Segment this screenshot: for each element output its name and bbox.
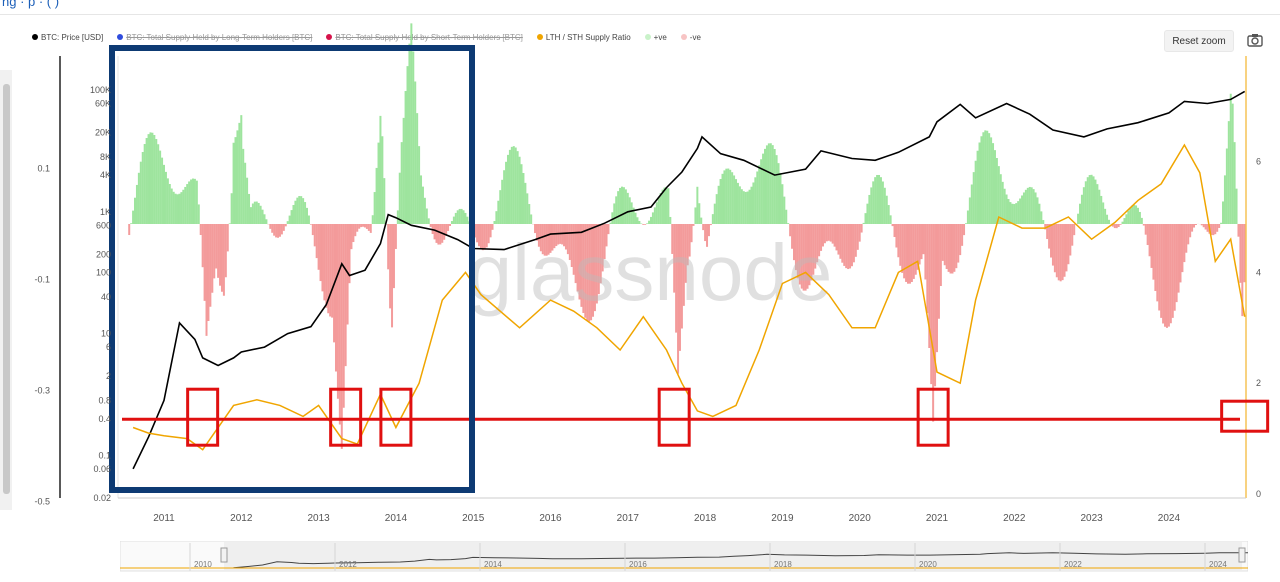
camera-icon[interactable]	[1246, 31, 1264, 49]
chart-legend: BTC: Price [USD] BTC: Total Supply Held …	[32, 30, 701, 44]
navigator-tick-label: 2012	[339, 560, 357, 569]
price-tick-label: 0.06	[93, 464, 111, 474]
legend-dot-ratio	[536, 34, 543, 40]
x-tick-label: 2020	[849, 513, 872, 524]
right-tick-label: 6	[1256, 157, 1261, 167]
price-tick-label: 0.1	[98, 450, 111, 460]
legend-item-negative[interactable]: -ve	[680, 32, 701, 42]
left-tick-label: -0.5	[34, 497, 50, 507]
range-navigator[interactable]: 2010 2012 2014 2016 2018 2020 2022 2024	[120, 541, 1248, 573]
price-tick-label: 0.4	[98, 414, 111, 424]
left-tick-label: -0.3	[34, 386, 50, 396]
highlight-box	[916, 387, 950, 447]
annotations	[109, 45, 1270, 493]
x-tick-label: 2021	[926, 513, 949, 524]
price-tick-label: 100K	[90, 85, 111, 95]
legend-item-positive[interactable]: +ve	[644, 32, 667, 42]
top-bar: ng · p · ( )	[0, 0, 1280, 15]
x-tick-label: 2022	[1003, 513, 1026, 524]
navigator-tick-label: 2010	[194, 560, 212, 569]
x-tick-label: 2011	[153, 513, 175, 524]
highlight-box	[186, 387, 220, 447]
legend-item-ratio[interactable]: LTH / STH Supply Ratio	[536, 32, 631, 42]
legend-dot-sth	[326, 34, 333, 40]
legend-dot-lth	[117, 34, 124, 40]
breadcrumb[interactable]: ng · p · ( )	[2, 0, 60, 9]
legend-dot-positive	[644, 34, 651, 40]
price-tick-label: 200	[96, 249, 111, 259]
x-tick-label: 2019	[771, 513, 794, 524]
legend-dot-negative	[680, 34, 687, 40]
legend-item-price[interactable]: BTC: Price [USD]	[32, 33, 103, 42]
page-scrollbar[interactable]	[0, 70, 12, 510]
reset-zoom-button[interactable]: Reset zoom	[1164, 30, 1234, 52]
price-tick-label: 1K	[100, 207, 111, 217]
x-tick-label: 2018	[694, 513, 717, 524]
price-tick-label: 40	[101, 292, 111, 302]
price-tick-label: 4K	[100, 170, 111, 180]
left-tick-label: -0.1	[34, 275, 50, 285]
legend-label-ratio: LTH / STH Supply Ratio	[545, 32, 631, 42]
price-tick-label: 20K	[95, 128, 111, 138]
highlight-box	[329, 387, 363, 447]
highlight-box	[657, 387, 691, 447]
x-tick-label: 2016	[539, 513, 562, 524]
legend-label-positive: +ve	[653, 32, 667, 42]
navigator-tick-label: 2018	[774, 560, 792, 569]
navigator-handle-right[interactable]	[1238, 547, 1246, 563]
legend-label-lth: BTC: Total Supply Held by Long-Term Hold…	[126, 32, 313, 42]
right-tick-label: 2	[1256, 378, 1261, 388]
navigator-handle-left[interactable]	[220, 547, 228, 563]
legend-label-sth: BTC: Total Supply Held by Short-Term Hol…	[335, 32, 523, 42]
navigator-tick-label: 2024	[1209, 560, 1227, 569]
navigator-tick-label: 2020	[919, 560, 937, 569]
scrollbar-thumb[interactable]	[3, 84, 10, 494]
navigator-tick-label: 2014	[484, 560, 502, 569]
x-tick-label: 2014	[385, 513, 408, 524]
x-tick-label: 2023	[1080, 513, 1103, 524]
price-tick-label: 2	[106, 371, 111, 381]
right-tick-label: 4	[1256, 267, 1261, 277]
price-tick-label: 100	[96, 268, 111, 278]
price-tick-label: 8K	[100, 152, 111, 162]
right-tick-label: 0	[1256, 489, 1261, 499]
price-tick-label: 60K	[95, 99, 111, 109]
price-tick-label: 10	[101, 329, 111, 339]
price-tick-label: 0.02	[93, 493, 111, 503]
x-tick-label: 2024	[1158, 513, 1181, 524]
x-tick-label: 2012	[230, 513, 253, 524]
legend-dot-price	[32, 34, 38, 40]
x-tick-label: 2013	[307, 513, 330, 524]
x-tick-label: 2015	[462, 513, 485, 524]
main-chart: glassnode 2011 2012 2013 2014 2015 2016 2017 20…	[34, 23, 1270, 524]
navigator-price-line	[233, 552, 1248, 569]
price-tick-label: 600	[96, 220, 111, 230]
watermark: glassnode	[468, 228, 833, 317]
legend-label-negative: -ve	[689, 32, 701, 42]
highlight-region	[109, 45, 475, 493]
navigator-tick-label: 2016	[629, 560, 647, 569]
price-tick-label: 0.8	[98, 395, 111, 405]
axes: 2011 2012 2013 2014 2015 2016 2017 2018 2019 2020…	[34, 85, 1261, 524]
supply-change-histogram	[128, 23, 1246, 449]
grid-lines	[59, 56, 1247, 499]
price-tick-label: 6	[106, 342, 111, 352]
left-tick-label: 0.1	[37, 164, 50, 174]
x-tick-label: 2017	[617, 513, 640, 524]
navigator-tick-label: 2022	[1064, 560, 1082, 569]
price-line	[132, 90, 1246, 470]
highlight-box	[379, 387, 413, 447]
legend-item-lth[interactable]: BTC: Total Supply Held by Long-Term Hold…	[117, 33, 312, 42]
legend-item-sth[interactable]: BTC: Total Supply Held by Short-Term Hol…	[326, 32, 523, 42]
legend-label-price: BTC: Price [USD]	[41, 32, 104, 42]
highlight-box	[1220, 399, 1270, 433]
